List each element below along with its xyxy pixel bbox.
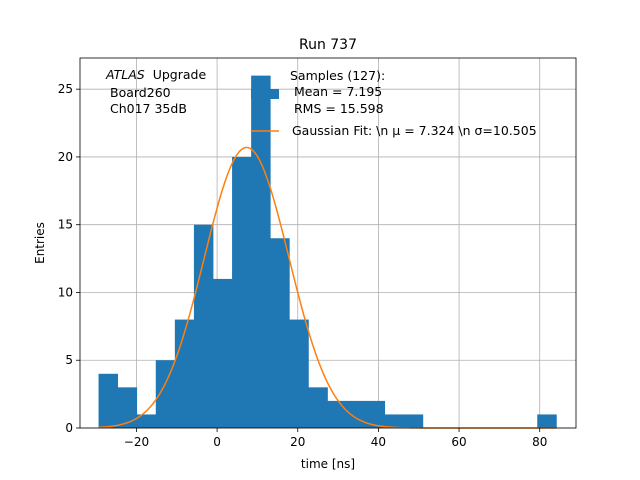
- legend-mean-label: Mean = 7.195: [294, 84, 382, 99]
- upgrade-label: Upgrade: [153, 67, 207, 82]
- histogram-bar: [270, 238, 290, 428]
- x-tick-label: −20: [124, 435, 149, 449]
- histogram-bar: [174, 319, 195, 428]
- histogram-bar: [117, 387, 138, 428]
- histogram-bar: [327, 400, 347, 428]
- x-tick-label: 40: [371, 435, 386, 449]
- atlas-annotation: ATLAS Upgrade Board260 Ch017 35dB: [105, 67, 206, 116]
- x-axis-label: time [ns]: [301, 457, 355, 471]
- chart-title: Run 737: [299, 37, 357, 53]
- svg-text:ATLAS Upgrade: ATLAS Upgrade: [105, 67, 206, 82]
- histogram-bar: [212, 278, 233, 428]
- histogram-bar: [155, 360, 176, 428]
- x-axis-ticks: −20 0 20 40 60 80: [124, 428, 547, 449]
- x-tick-label: 0: [213, 435, 221, 449]
- x-tick-label: 80: [532, 435, 547, 449]
- legend-histogram-swatch: [251, 89, 279, 99]
- y-tick-label: 25: [58, 82, 73, 96]
- histogram-bars: [98, 75, 557, 428]
- histogram-bar: [384, 414, 405, 428]
- legend-rms-label: RMS = 15.598: [294, 101, 384, 116]
- histogram-bar: [537, 414, 557, 428]
- y-tick-label: 20: [58, 150, 73, 164]
- legend-fit-label: Gaussian Fit: \n μ = 7.324 \n σ=10.505: [292, 123, 537, 138]
- legend: Samples (127): Mean = 7.195 RMS = 15.598…: [251, 68, 537, 138]
- y-axis-ticks: 0 5 10 15 20 25: [58, 82, 80, 435]
- histogram-bar: [251, 75, 271, 428]
- x-tick-label: 20: [290, 435, 305, 449]
- y-tick-label: 0: [65, 421, 73, 435]
- histogram-bar: [193, 224, 214, 428]
- histogram-bar: [365, 400, 386, 428]
- histogram-bar: [308, 387, 328, 428]
- y-axis-label: Entries: [33, 222, 47, 264]
- histogram-bar: [346, 400, 366, 428]
- y-tick-label: 15: [58, 218, 73, 232]
- legend-histogram-label: Samples (127):: [290, 68, 385, 83]
- y-tick-label: 5: [65, 353, 73, 367]
- histogram-bar: [289, 319, 309, 428]
- x-tick-label: 60: [451, 435, 466, 449]
- histogram-bar: [136, 414, 157, 428]
- histogram-bar: [232, 156, 252, 428]
- y-tick-label: 10: [58, 285, 73, 299]
- board-label: Board260: [110, 85, 171, 100]
- channel-label: Ch017 35dB: [110, 101, 187, 116]
- plot-frame: [79, 57, 577, 429]
- histogram-bar: [403, 414, 424, 428]
- histogram-bar: [98, 373, 119, 428]
- atlas-label: ATLAS: [105, 67, 145, 82]
